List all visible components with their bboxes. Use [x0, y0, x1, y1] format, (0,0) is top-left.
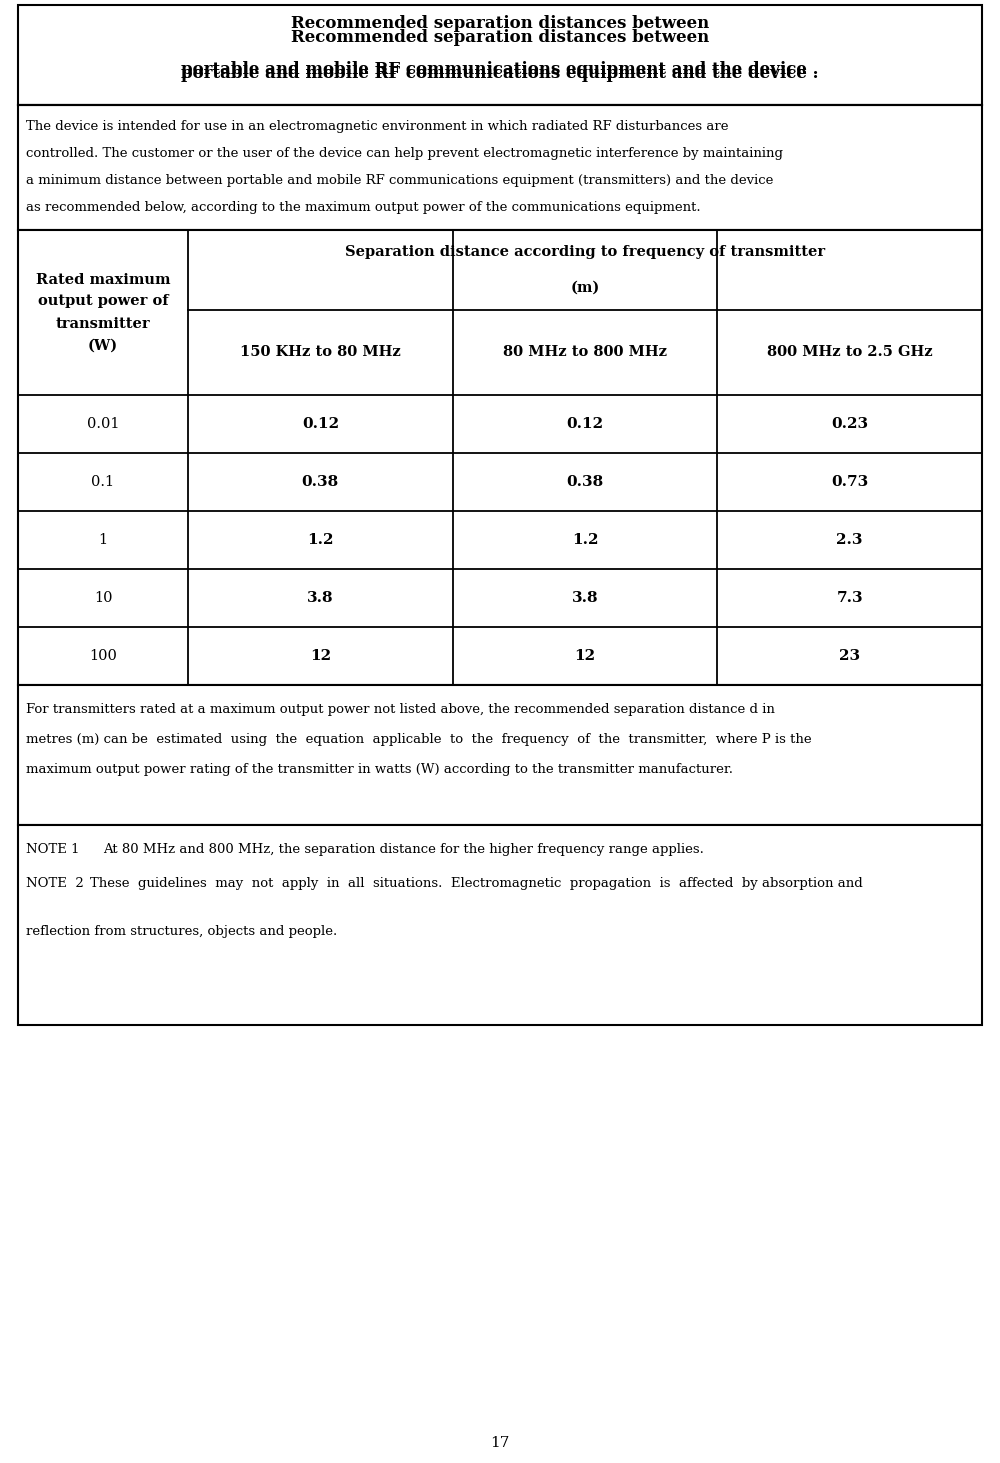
Text: 12: 12 [574, 650, 596, 663]
Text: 150 KHz to 80 MHz: 150 KHz to 80 MHz [240, 345, 401, 360]
Text: portable and mobile RF communications equipment and the device .: portable and mobile RF communications eq… [181, 61, 819, 79]
Text: 1.2: 1.2 [307, 533, 334, 547]
Text: 0.38: 0.38 [302, 475, 339, 489]
Text: maximum output power rating of the transmitter in watts (W) according to the tra: maximum output power rating of the trans… [26, 764, 733, 775]
Bar [18, 230, 982, 685]
Text: Recommended separation distances between: Recommended separation distances between [291, 16, 709, 32]
Text: 12: 12 [310, 650, 331, 663]
Text: 1: 1 [98, 533, 108, 547]
Text: 17: 17 [490, 1437, 510, 1450]
Text: Recommended separation distances between: Recommended separation distances between [291, 29, 709, 47]
Text: (m): (m) [570, 281, 600, 296]
Text: 3.8: 3.8 [307, 591, 334, 606]
Text: For transmitters rated at a maximum output power not listed above, the recommend: For transmitters rated at a maximum outp… [26, 704, 775, 715]
Text: as recommended below, according to the maximum output power of the communication: as recommended below, according to the m… [26, 200, 701, 214]
Text: 100: 100 [89, 650, 117, 663]
Text: At 80 MHz and 800 MHz, the separation distance for the higher frequency range ap: At 80 MHz and 800 MHz, the separation di… [103, 843, 704, 856]
Text: 0.01: 0.01 [87, 417, 119, 432]
Text: These  guidelines  may  not  apply  in  all  situations.  Electromagnetic  propa: These guidelines may not apply in all si… [90, 876, 863, 890]
Text: The device is intended for use in an electromagnetic environment in which radiat: The device is intended for use in an ele… [26, 120, 728, 133]
Text: controlled. The customer or the user of the device can help prevent electromagne: controlled. The customer or the user of … [26, 146, 783, 159]
Text: 0.73: 0.73 [831, 475, 868, 489]
Text: 80 MHz to 800 MHz: 80 MHz to 800 MHz [503, 345, 667, 360]
Text: 3.8: 3.8 [572, 591, 598, 606]
Bar [18, 685, 982, 825]
Bar [18, 105, 982, 230]
Text: Separation distance according to frequency of transmitter: Separation distance according to frequen… [345, 244, 825, 259]
Text: 0.12: 0.12 [302, 417, 339, 432]
Text: (W): (W) [88, 338, 118, 353]
Text: transmitter: transmitter [56, 316, 150, 331]
Text: 2.3: 2.3 [836, 533, 863, 547]
Text: 7.3: 7.3 [836, 591, 863, 606]
Text: a minimum distance between portable and mobile RF communications equipment (tran: a minimum distance between portable and … [26, 174, 773, 187]
Text: 0.38: 0.38 [566, 475, 604, 489]
Bar [18, 825, 982, 1026]
Text: NOTE 1: NOTE 1 [26, 843, 80, 856]
Text: 0.1: 0.1 [91, 475, 115, 489]
Text: 1.2: 1.2 [572, 533, 598, 547]
Text: 800 MHz to 2.5 GHz: 800 MHz to 2.5 GHz [767, 345, 932, 360]
Text: Rated maximum: Rated maximum [36, 272, 170, 287]
Text: 0.23: 0.23 [831, 417, 868, 432]
Text: 10: 10 [94, 591, 112, 606]
Text: metres (m) can be  estimated  using  the  equation  applicable  to  the  frequen: metres (m) can be estimated using the eq… [26, 733, 812, 746]
Text: output power of: output power of [38, 294, 168, 309]
Bar [18, 4, 982, 105]
Text: 23: 23 [839, 650, 860, 663]
Text: reflection from structures, objects and people.: reflection from structures, objects and … [26, 925, 337, 938]
Text: 0.12: 0.12 [566, 417, 604, 432]
Text: portable and mobile RF communications equipment and the device .: portable and mobile RF communications eq… [181, 66, 819, 82]
Text: NOTE  2: NOTE 2 [26, 876, 84, 890]
